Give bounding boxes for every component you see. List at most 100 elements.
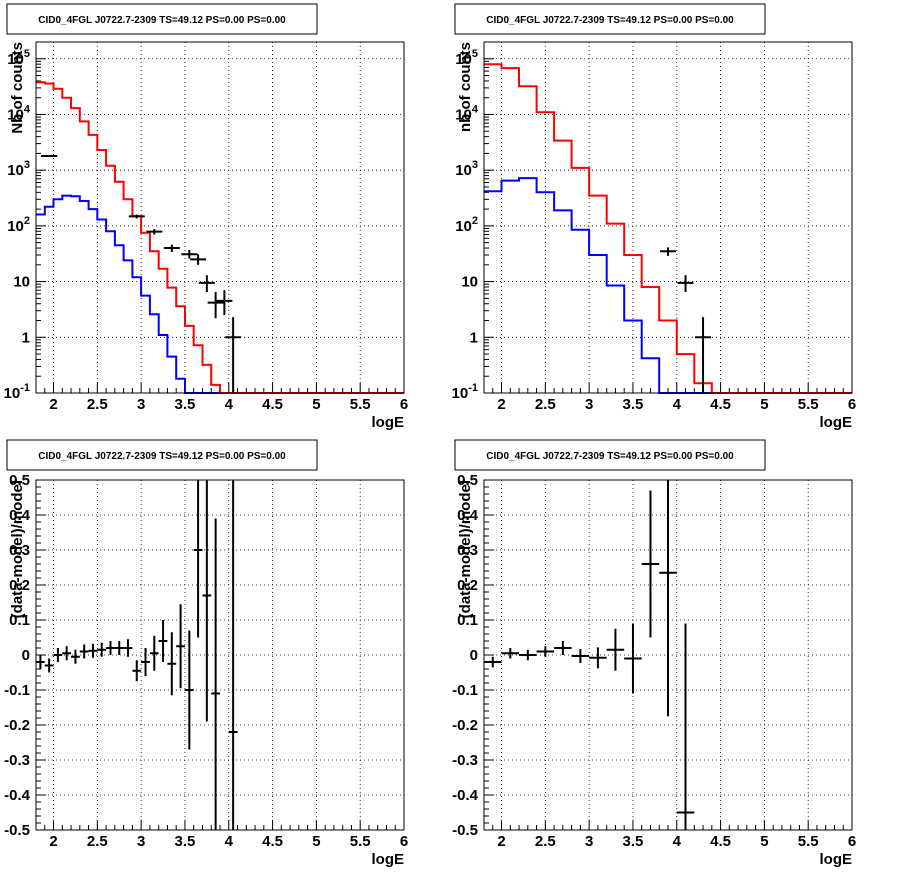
y-tick-label: 103 [455, 159, 478, 179]
x-tick-label: 5 [760, 833, 768, 850]
panel-resid-right: CID0_4FGL J0722.7-2309 TS=49.12 PS=0.00 … [452, 439, 856, 868]
x-tick-label: 2.5 [87, 396, 108, 413]
data-point [225, 317, 242, 393]
x-tick-label: 2.5 [535, 396, 556, 413]
y-axis-label: Nb of counts [9, 42, 26, 134]
x-tick-label: 3 [137, 833, 145, 850]
data-point [228, 480, 238, 830]
data-point [176, 604, 185, 689]
x-tick-label: 5 [312, 396, 320, 413]
y-tick-label: 1 [470, 329, 478, 346]
x-tick-label: 3 [585, 396, 593, 413]
chart-title: CID0_4FGL J0722.7-2309 TS=49.12 PS=0.00 … [486, 451, 734, 462]
y-axis-label: (data-model)/model [9, 480, 26, 618]
data-point [149, 635, 159, 671]
y-tick-label: 0.2 [9, 577, 30, 594]
y-axis-label: nb of counts [457, 42, 474, 132]
y-tick-label: 10-1 [452, 382, 478, 402]
data-point [193, 480, 203, 638]
x-axis-label: logE [820, 414, 853, 431]
model-total-line [36, 81, 404, 394]
x-tick-label: 6 [848, 396, 856, 413]
y-tick-label: 104 [7, 103, 31, 123]
x-tick-label: 6 [400, 833, 408, 850]
data-point [660, 247, 676, 256]
y-tick-label: -0.5 [4, 822, 30, 839]
x-tick-label: 4.5 [262, 396, 283, 413]
x-axis-label: logE [372, 851, 405, 868]
panel-counts-right: CID0_4FGL J0722.7-2309 TS=49.12 PS=0.00 … [452, 3, 856, 431]
y-tick-label: 0.5 [457, 472, 478, 489]
data-point [519, 649, 537, 661]
y-tick-label: 0.3 [457, 542, 478, 559]
data-point [163, 244, 180, 252]
x-axis-label: logE [372, 414, 405, 431]
data-point [53, 648, 63, 662]
chart-title: CID0_4FGL J0722.7-2309 TS=49.12 PS=0.00 … [38, 451, 286, 462]
y-tick-label: 0.2 [457, 577, 478, 594]
panel-counts-left: CID0_4FGL J0722.7-2309 TS=49.12 PS=0.00 … [4, 3, 408, 431]
title-box [454, 439, 766, 471]
data-point [106, 641, 115, 655]
y-tick-label: 0.4 [457, 507, 479, 524]
plot-frame [483, 479, 853, 831]
y-tick-label: 105 [455, 48, 478, 68]
y-axis-label: (data-model)/model [457, 480, 474, 618]
data-point [190, 254, 207, 265]
y-tick-label: -0.5 [452, 822, 478, 839]
x-tick-label: 4 [673, 396, 682, 413]
data-point [589, 647, 607, 669]
data-point [114, 641, 124, 655]
data-point [198, 275, 215, 293]
data-point [216, 290, 233, 316]
y-tick-label: 105 [7, 48, 30, 68]
plot-frame [35, 41, 405, 394]
data-point [606, 628, 625, 671]
title-box [454, 3, 766, 35]
data-point [184, 630, 194, 750]
y-tick-label: -0.3 [452, 752, 478, 769]
x-tick-label: 3 [137, 396, 145, 413]
data-point [211, 518, 220, 830]
data-point [181, 249, 198, 259]
x-tick-label: 5.5 [350, 396, 371, 413]
x-tick-label: 4.5 [710, 396, 731, 413]
plot-frame [35, 479, 405, 831]
y-tick-label: 10 [13, 274, 30, 291]
y-tick-label: 0.1 [457, 612, 478, 629]
data-point [624, 623, 642, 694]
data-point [571, 649, 590, 664]
data-point [202, 480, 212, 722]
title-box [6, 439, 318, 471]
data-point [146, 228, 163, 235]
x-tick-label: 2 [49, 396, 57, 413]
x-tick-label: 2.5 [535, 833, 556, 850]
x-tick-label: 5.5 [350, 833, 371, 850]
title-box [6, 3, 318, 35]
y-tick-label: -0.1 [452, 682, 478, 699]
panel-resid-left: CID0_4FGL J0722.7-2309 TS=49.12 PS=0.00 … [4, 439, 408, 868]
data-point [41, 154, 58, 157]
x-tick-label: 3 [585, 833, 593, 850]
x-tick-label: 5.5 [798, 396, 819, 413]
data-point [676, 623, 695, 830]
x-tick-label: 4 [225, 833, 234, 850]
x-tick-label: 2.5 [87, 833, 108, 850]
x-tick-label: 3.5 [623, 833, 644, 850]
data-point [128, 214, 145, 219]
x-tick-label: 6 [848, 833, 856, 850]
y-tick-label: -0.4 [452, 787, 479, 804]
y-tick-label: 102 [455, 215, 478, 235]
x-tick-label: 3.5 [623, 396, 644, 413]
y-tick-label: 0.4 [9, 507, 31, 524]
data-point [141, 648, 150, 676]
y-tick-label: 0.5 [9, 472, 30, 489]
x-tick-label: 2 [49, 833, 57, 850]
data-point [641, 490, 660, 638]
data-point [659, 480, 677, 717]
chart-title: CID0_4FGL J0722.7-2309 TS=49.12 PS=0.00 … [486, 15, 734, 26]
data-point [501, 648, 520, 659]
data-point [167, 632, 177, 696]
y-tick-label: 0.3 [9, 542, 30, 559]
